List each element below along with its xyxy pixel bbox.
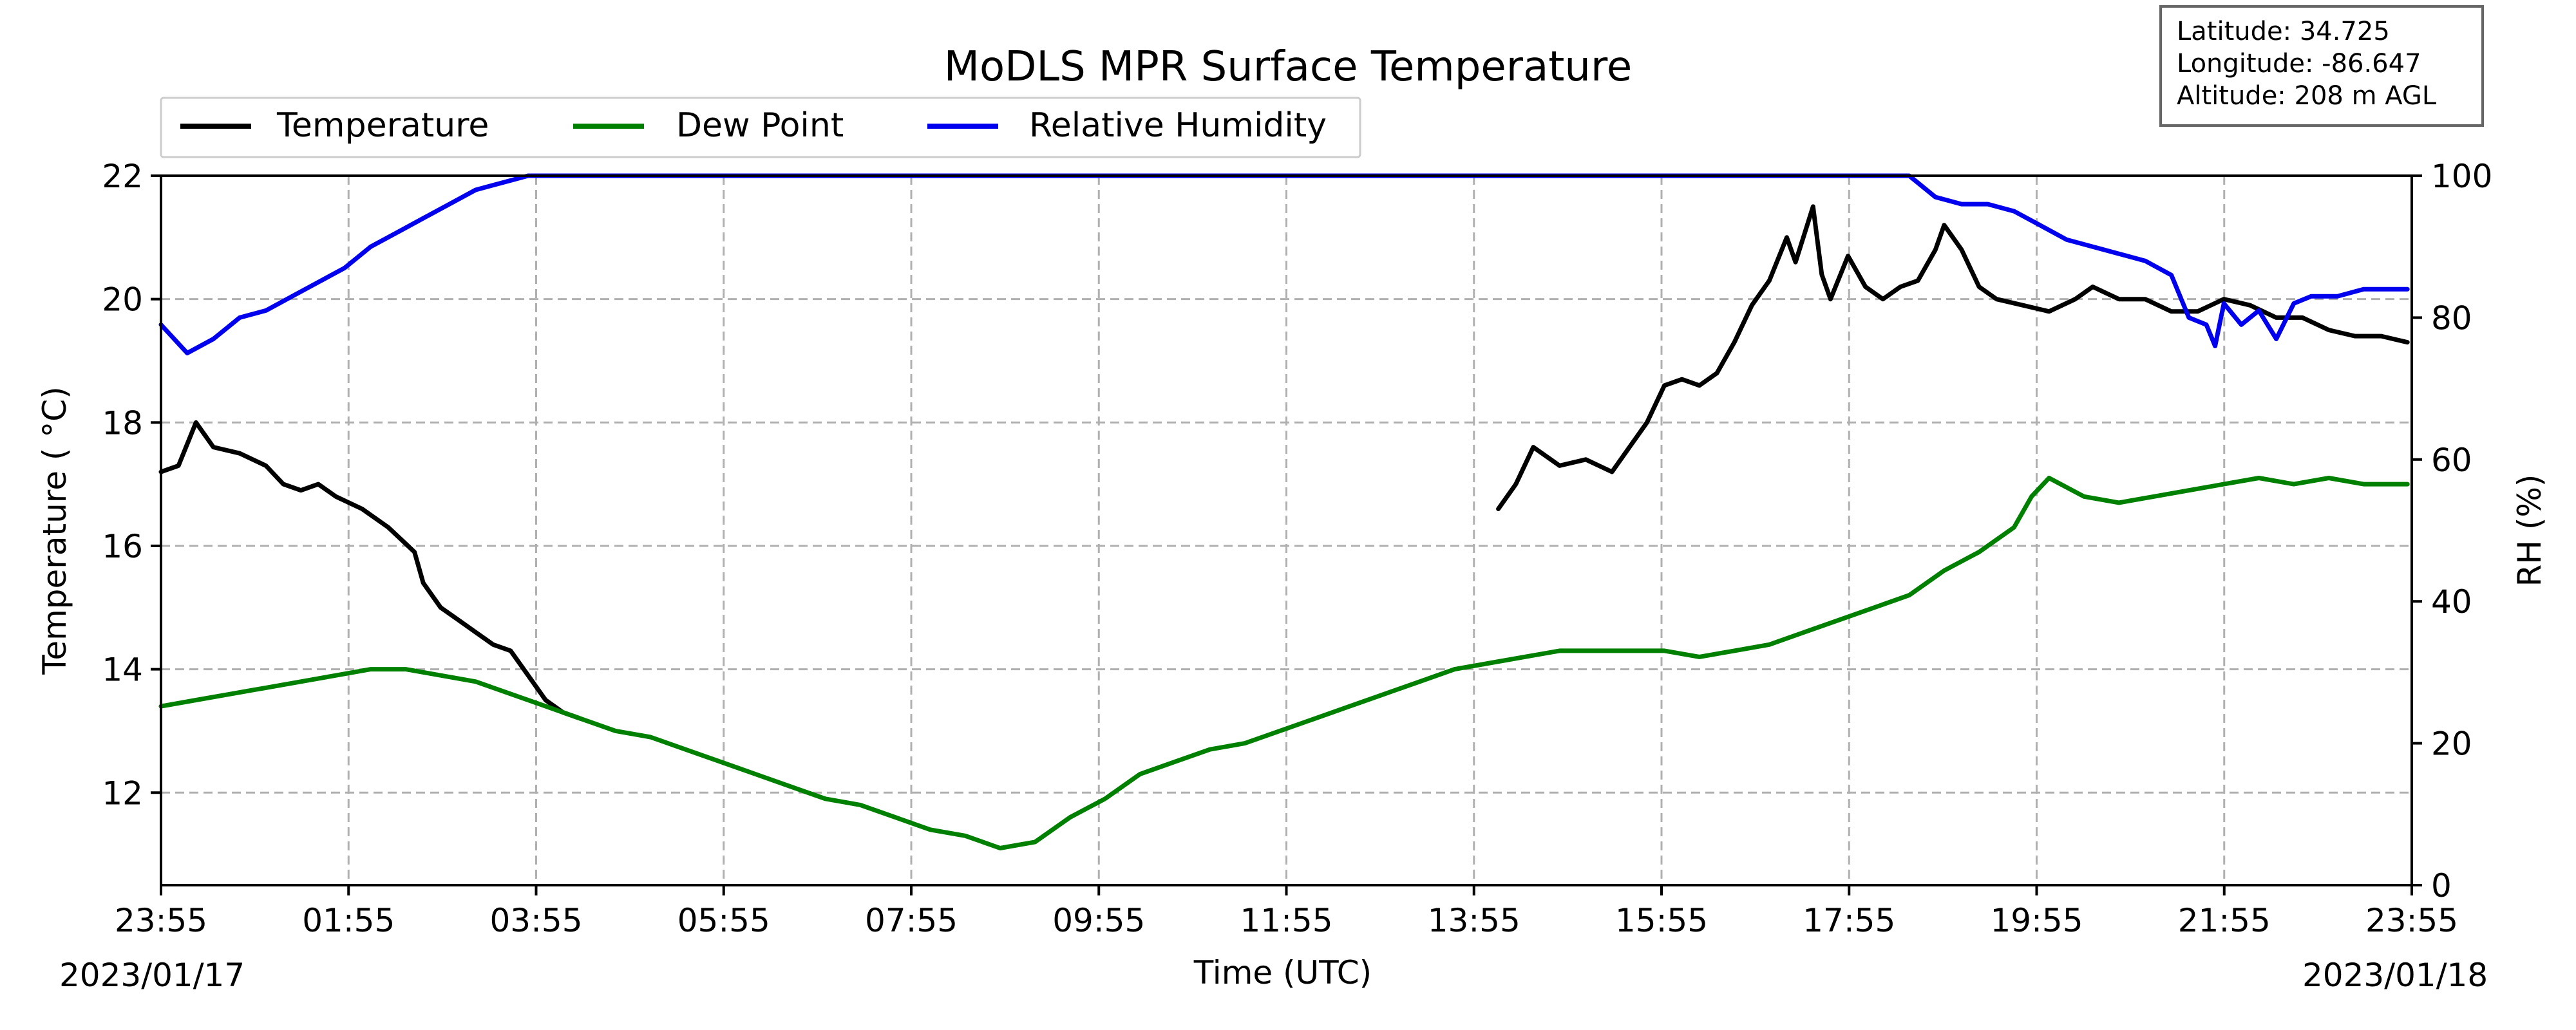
x-axis-ticks: 23:55 01:55 03:55 05:55 07:55 09:55 11:55 13:55… <box>115 885 2458 939</box>
y-axis-right-ticks: 0 20 40 60 80 100 <box>2412 158 2492 904</box>
x-tick-label: 01:55 <box>302 902 395 939</box>
series-lines <box>158 173 2410 850</box>
y-left-tick-label: 20 <box>102 281 143 319</box>
latitude-text: Latitude: 34.725 <box>2177 17 2390 46</box>
y-right-tick-label: 0 <box>2431 867 2452 904</box>
date-end-label: 2023/01/18 <box>2302 957 2488 994</box>
series-line-temperature <box>158 204 2410 721</box>
date-start-label: 2023/01/17 <box>59 957 245 994</box>
y-right-tick-label: 60 <box>2431 442 2472 479</box>
legend-label-dew-point: Dew Point <box>676 106 844 145</box>
x-tick-label: 15:55 <box>1615 902 1708 939</box>
grid-lines <box>161 174 2412 885</box>
y-right-tick-label: 100 <box>2431 158 2492 195</box>
altitude-text: Altitude: 208 m AGL <box>2177 81 2437 111</box>
legend-label-temperature: Temperature <box>276 106 489 145</box>
x-tick-label: 03:55 <box>489 902 582 939</box>
y-left-tick-label: 16 <box>102 528 143 565</box>
location-info-box: Latitude: 34.725 Longitude: -86.647 Alti… <box>2159 5 2484 127</box>
x-tick-label: 23:55 <box>115 902 207 939</box>
legend: Temperature Dew Point Relative Humidity <box>160 97 1361 158</box>
longitude-text: Longitude: -86.647 <box>2177 49 2421 79</box>
y-axis-left-label: Temperature ( °C) <box>36 386 73 675</box>
series-line-dew-point <box>158 476 2410 850</box>
y-right-tick-label: 80 <box>2431 299 2472 337</box>
x-tick-label: 19:55 <box>1990 902 2083 939</box>
x-axis-label: Time (UTC) <box>1193 954 1372 991</box>
x-tick-label: 21:55 <box>2178 902 2271 939</box>
x-tick-label: 07:55 <box>865 902 958 939</box>
x-tick-label: 17:55 <box>1803 902 1895 939</box>
y-left-tick-label: 14 <box>102 651 143 689</box>
y-left-tick-label: 22 <box>102 158 143 195</box>
y-left-tick-label: 12 <box>102 774 143 812</box>
x-tick-label: 09:55 <box>1052 902 1145 939</box>
x-tick-label: 11:55 <box>1240 902 1332 939</box>
chart-title: MoDLS MPR Surface Temperature <box>944 43 1632 91</box>
y-axis-left-ticks: 12 14 16 18 20 22 <box>102 158 161 812</box>
x-tick-label: 23:55 <box>2365 902 2458 939</box>
y-left-tick-label: 18 <box>102 404 143 442</box>
y-right-tick-label: 40 <box>2431 583 2472 621</box>
y-right-tick-label: 20 <box>2431 726 2472 763</box>
series-line-relative-humidity <box>158 173 2410 355</box>
legend-label-relative-humidity: Relative Humidity <box>1029 106 1327 145</box>
x-tick-label: 05:55 <box>677 902 770 939</box>
y-axis-right-label: RH (%) <box>2511 474 2548 587</box>
x-tick-label: 13:55 <box>1428 902 1520 939</box>
